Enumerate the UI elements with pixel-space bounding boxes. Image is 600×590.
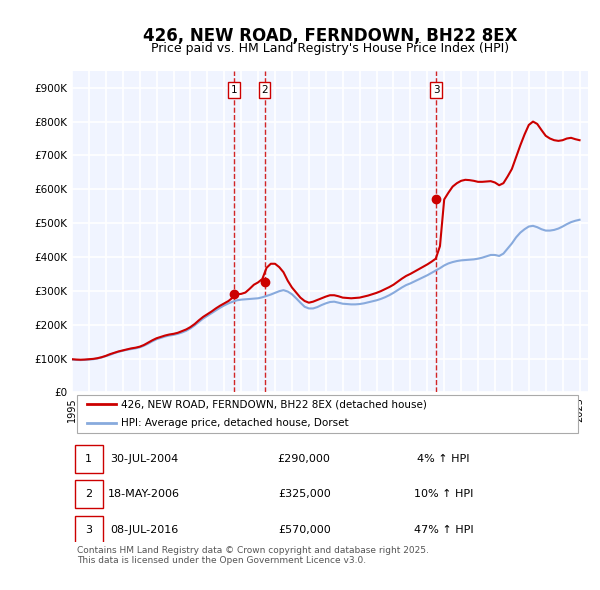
Text: 3: 3 xyxy=(85,525,92,535)
Text: HPI: Average price, detached house, Dorset: HPI: Average price, detached house, Dors… xyxy=(121,418,349,428)
Text: £325,000: £325,000 xyxy=(278,489,331,499)
Text: £290,000: £290,000 xyxy=(278,454,331,464)
FancyBboxPatch shape xyxy=(77,395,578,433)
Text: 18-MAY-2006: 18-MAY-2006 xyxy=(108,489,180,499)
FancyBboxPatch shape xyxy=(74,480,103,508)
Text: 426, NEW ROAD, FERNDOWN, BH22 8EX (detached house): 426, NEW ROAD, FERNDOWN, BH22 8EX (detac… xyxy=(121,399,427,409)
Text: 3: 3 xyxy=(433,85,439,95)
Text: 10% ↑ HPI: 10% ↑ HPI xyxy=(414,489,473,499)
Text: £570,000: £570,000 xyxy=(278,525,331,535)
Text: Contains HM Land Registry data © Crown copyright and database right 2025.
This d: Contains HM Land Registry data © Crown c… xyxy=(77,546,429,565)
Text: 426, NEW ROAD, FERNDOWN, BH22 8EX: 426, NEW ROAD, FERNDOWN, BH22 8EX xyxy=(143,27,517,45)
Text: 2: 2 xyxy=(261,85,268,95)
Text: 47% ↑ HPI: 47% ↑ HPI xyxy=(414,525,473,535)
Text: 30-JUL-2004: 30-JUL-2004 xyxy=(110,454,178,464)
Text: 1: 1 xyxy=(231,85,238,95)
Text: 2: 2 xyxy=(85,489,92,499)
Text: Price paid vs. HM Land Registry's House Price Index (HPI): Price paid vs. HM Land Registry's House … xyxy=(151,42,509,55)
Text: 1: 1 xyxy=(85,454,92,464)
Text: 4% ↑ HPI: 4% ↑ HPI xyxy=(417,454,470,464)
FancyBboxPatch shape xyxy=(74,516,103,543)
FancyBboxPatch shape xyxy=(74,445,103,473)
Text: 08-JUL-2016: 08-JUL-2016 xyxy=(110,525,178,535)
